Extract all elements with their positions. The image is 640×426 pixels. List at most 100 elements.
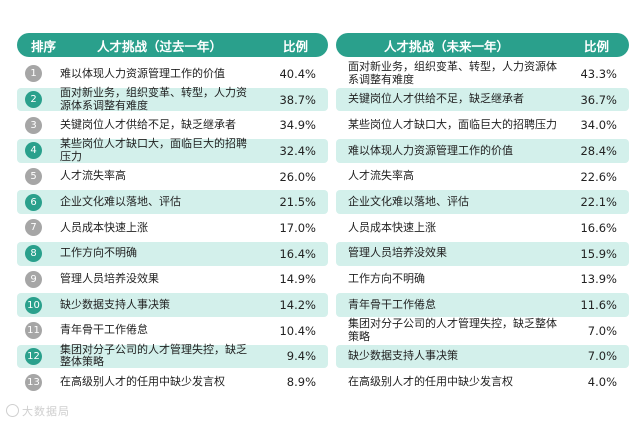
challenge-text: 在高级别人才的任用中缺少发言权 xyxy=(348,374,513,388)
percentage-value: 11.6% xyxy=(580,298,617,313)
table-row: 12 集团对分子公司的人才管理失控，缺乏整体策略 9.4% xyxy=(17,343,328,370)
challenge-text: 难以体现人力资源管理工作的价值 xyxy=(60,66,225,80)
challenge-text: 集团对分子公司的人才管理失控，缺乏整体策略 xyxy=(348,317,557,343)
percentage-value: 9.4% xyxy=(286,349,316,364)
next-year-title: 人才挑战（未来一年） xyxy=(384,38,510,54)
percentage-value: 28.4% xyxy=(580,143,617,158)
percentage-value: 7.0% xyxy=(587,323,617,338)
percentage-value: 43.3% xyxy=(580,66,617,81)
past-year-title: 人才挑战（过去一年） xyxy=(97,38,223,54)
challenge-text: 管理人员培养没效果 xyxy=(348,246,447,260)
challenge-text: 关键岗位人才供给不足，缺乏继承者 xyxy=(60,117,236,131)
table-row: 3 关键岗位人才供给不足，缺乏继承者 34.9% xyxy=(17,112,328,138)
percentage-value: 13.9% xyxy=(580,272,617,287)
past-year-rows: 1 难以体现人力资源管理工作的价值 40.4% 2 面对新业务，组织变革、转型，人力资源… xyxy=(17,61,328,395)
next-year-header: 人才挑战（未来一年） 比例 xyxy=(336,33,629,57)
rank-badge: 13 xyxy=(25,373,42,391)
challenge-text: 人才流失率高 xyxy=(348,169,414,183)
rank-badge: 6 xyxy=(25,193,42,211)
next-year-rows: 面对新业务，组织变革、转型，人力资源体系调整有难度 43.3% 关键岗位人才供给不足… xyxy=(336,61,629,395)
percentage-value: 32.4% xyxy=(279,143,316,158)
percentage-value: 40.4% xyxy=(279,66,316,81)
table-row: 9 管理人员培养没效果 14.9% xyxy=(17,267,328,293)
challenge-text: 管理人员培养没效果 xyxy=(60,272,159,286)
table-row: 人员成本快速上涨 16.6% xyxy=(336,215,629,241)
challenge-text: 人员成本快速上涨 xyxy=(60,220,148,234)
challenge-text: 企业文化难以落地、评估 xyxy=(60,195,181,209)
table-row: 集团对分子公司的人才管理失控，缺乏整体策略 7.0% xyxy=(336,317,629,344)
rank-badge: 7 xyxy=(25,219,42,237)
past-year-header: 排序 人才挑战（过去一年） 比例 xyxy=(17,33,328,57)
challenge-text: 某些岗位人才缺口大，面临巨大的招聘压力 xyxy=(348,117,557,131)
percentage-value: 22.6% xyxy=(580,169,617,184)
percentage-value: 14.2% xyxy=(279,298,316,313)
rank-badge: 2 xyxy=(25,91,42,109)
table-row: 关键岗位人才供给不足，缺乏继承者 36.7% xyxy=(336,87,629,113)
challenge-text: 企业文化难以落地、评估 xyxy=(348,195,469,209)
ratio-column-header: 比例 xyxy=(583,38,609,54)
percentage-value: 17.0% xyxy=(279,220,316,235)
challenge-text: 工作方向不明确 xyxy=(60,246,137,260)
challenge-text: 面对新业务，组织变革、转型，人力资源体系调整有难度 xyxy=(348,60,557,86)
challenge-text: 缺少数据支持人事决策 xyxy=(348,349,458,363)
next-year-table: 人才挑战（未来一年） 比例 面对新业务，组织变革、转型，人力资源体系调整有难度 4… xyxy=(336,33,629,395)
percentage-value: 36.7% xyxy=(580,92,617,107)
source-label: 大数据局 xyxy=(22,405,70,418)
table-row: 2 面对新业务，组织变革、转型，人力资源体系调整有难度 38.7% xyxy=(17,86,328,113)
challenge-text: 在高级别人才的任用中缺少发言权 xyxy=(60,374,225,388)
table-row: 青年骨干工作倦怠 11.6% xyxy=(336,292,629,318)
challenge-text: 难以体现人力资源管理工作的价值 xyxy=(348,143,513,157)
percentage-value: 22.1% xyxy=(580,195,617,210)
rank-column-header: 排序 xyxy=(31,38,57,54)
rank-badge: 3 xyxy=(25,116,42,134)
percentage-value: 34.0% xyxy=(580,118,617,133)
percentage-value: 14.9% xyxy=(279,272,316,287)
table-row: 缺少数据支持人事决策 7.0% xyxy=(336,344,629,370)
table-row: 5 人才流失率高 26.0% xyxy=(17,164,328,190)
percentage-value: 34.9% xyxy=(279,118,316,133)
percentage-value: 4.0% xyxy=(587,375,617,390)
rank-badge: 8 xyxy=(25,245,42,263)
percentage-value: 10.4% xyxy=(279,323,316,338)
rank-badge: 9 xyxy=(25,270,42,288)
table-row: 7 人员成本快速上涨 17.0% xyxy=(17,215,328,241)
table-row: 管理人员培养没效果 15.9% xyxy=(336,241,629,267)
table-row: 在高级别人才的任用中缺少发言权 4.0% xyxy=(336,369,629,395)
challenge-text: 人才流失率高 xyxy=(60,169,126,183)
challenge-text: 人员成本快速上涨 xyxy=(348,220,436,234)
challenge-text: 青年骨干工作倦怠 xyxy=(348,297,436,311)
percentage-value: 7.0% xyxy=(587,349,617,364)
challenge-text: 缺少数据支持人事决策 xyxy=(60,297,170,311)
logo-icon xyxy=(6,404,19,417)
table-row: 11 青年骨干工作倦怠 10.4% xyxy=(17,318,328,344)
rank-badge: 4 xyxy=(25,142,42,160)
rank-badge: 5 xyxy=(25,168,42,186)
rank-badge: 12 xyxy=(25,347,42,365)
challenge-text: 某些岗位人才缺口大，面临巨大的招聘压力 xyxy=(60,137,247,163)
challenge-text: 关键岗位人才供给不足，缺乏继承者 xyxy=(348,92,524,106)
rank-badge: 10 xyxy=(25,296,42,314)
challenge-text: 面对新业务，组织变革、转型，人力资源体系调整有难度 xyxy=(60,86,247,112)
table-row: 6 企业文化难以落地、评估 21.5% xyxy=(17,189,328,215)
table-row: 8 工作方向不明确 16.4% xyxy=(17,241,328,267)
table-row: 4 某些岗位人才缺口大，面临巨大的招聘压力 32.4% xyxy=(17,138,328,164)
percentage-value: 15.9% xyxy=(580,246,617,261)
rank-badge: 1 xyxy=(25,65,42,83)
percentage-value: 16.6% xyxy=(580,220,617,235)
table-row: 面对新业务，组织变革、转型，人力资源体系调整有难度 43.3% xyxy=(336,61,629,87)
percentage-value: 8.9% xyxy=(286,375,316,390)
table-row: 人才流失率高 22.6% xyxy=(336,164,629,190)
past-year-table: 排序 人才挑战（过去一年） 比例 1 难以体现人力资源管理工作的价值 40.4% 2 面… xyxy=(17,33,328,395)
table-row: 10 缺少数据支持人事决策 14.2% xyxy=(17,292,328,318)
challenge-text: 青年骨干工作倦怠 xyxy=(60,323,148,337)
source-watermark: 大数据局 xyxy=(6,403,70,419)
table-row: 某些岗位人才缺口大，面临巨大的招聘压力 34.0% xyxy=(336,112,629,138)
percentage-value: 26.0% xyxy=(279,169,316,184)
ratio-column-header: 比例 xyxy=(282,38,308,54)
table-row: 1 难以体现人力资源管理工作的价值 40.4% xyxy=(17,61,328,87)
percentage-value: 16.4% xyxy=(279,246,316,261)
table-row: 企业文化难以落地、评估 22.1% xyxy=(336,189,629,215)
rank-badge: 11 xyxy=(25,322,42,340)
challenge-text: 工作方向不明确 xyxy=(348,272,425,286)
percentage-value: 21.5% xyxy=(279,195,316,210)
